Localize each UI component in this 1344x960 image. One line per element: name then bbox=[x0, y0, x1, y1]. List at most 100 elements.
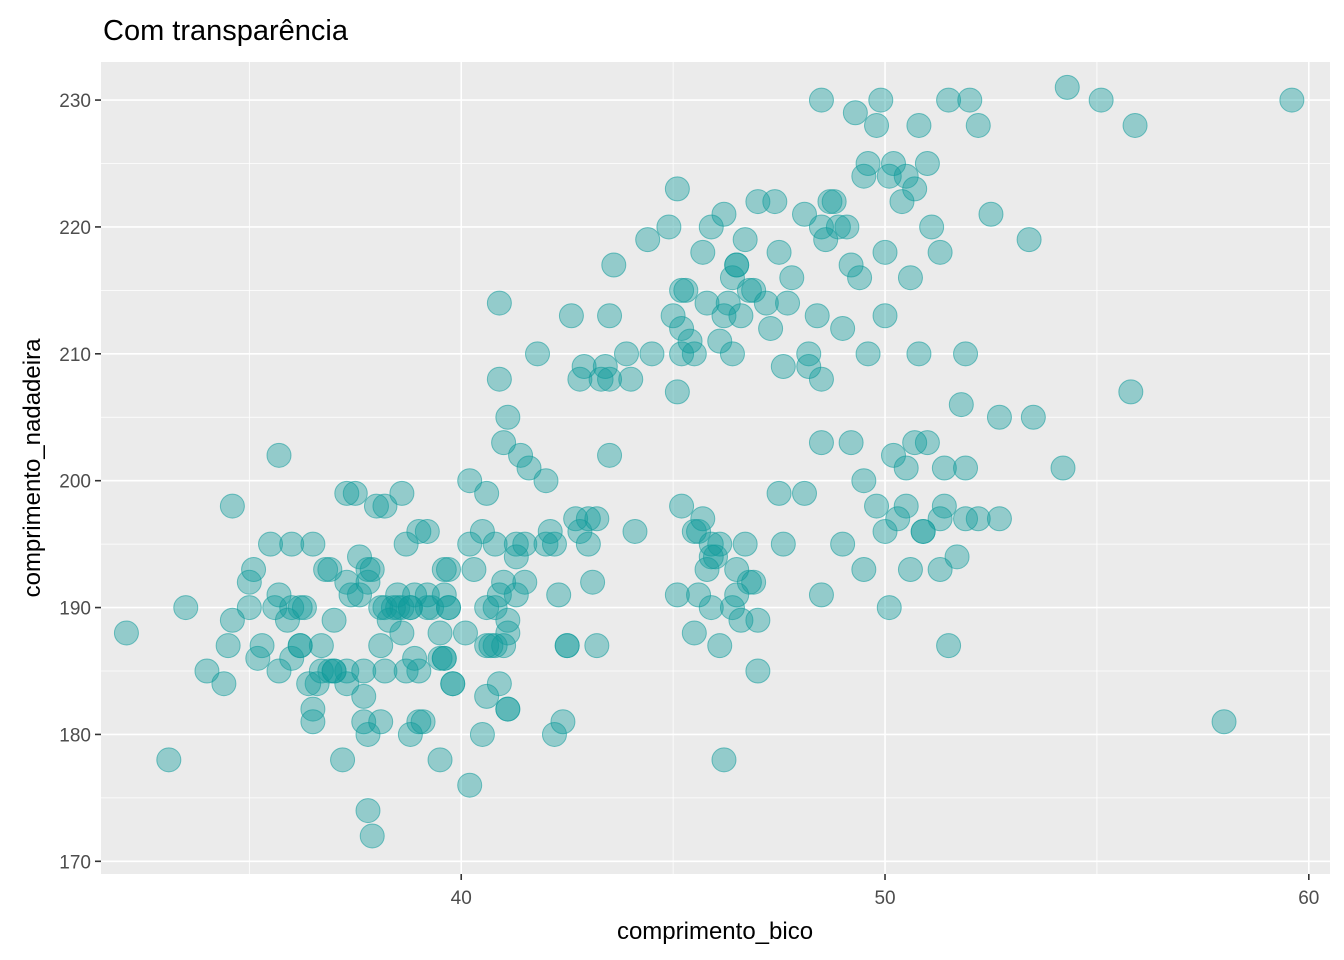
data-point bbox=[855, 341, 881, 367]
data-point bbox=[474, 595, 500, 621]
data-point bbox=[673, 277, 699, 303]
data-point bbox=[719, 341, 745, 367]
data-point bbox=[1118, 379, 1144, 405]
data-point bbox=[635, 227, 661, 253]
data-point bbox=[334, 658, 360, 684]
data-point bbox=[741, 277, 767, 303]
data-point bbox=[575, 531, 601, 557]
data-point bbox=[482, 531, 508, 557]
data-point bbox=[906, 112, 932, 138]
data-point bbox=[711, 747, 737, 773]
data-point bbox=[889, 189, 915, 215]
data-point bbox=[385, 582, 411, 608]
data-point bbox=[355, 721, 381, 747]
data-point bbox=[584, 506, 610, 532]
data-point bbox=[503, 531, 529, 557]
data-point bbox=[580, 569, 606, 595]
data-point bbox=[914, 151, 940, 176]
data-point bbox=[575, 506, 601, 532]
data-point bbox=[351, 683, 377, 709]
data-point bbox=[842, 100, 868, 126]
data-point bbox=[847, 265, 873, 291]
data-point bbox=[279, 595, 305, 621]
data-point bbox=[893, 163, 919, 189]
data-point bbox=[639, 341, 665, 367]
data-point bbox=[893, 455, 919, 481]
x-tick-label: 50 bbox=[874, 888, 895, 909]
data-point bbox=[868, 87, 894, 113]
data-point bbox=[215, 633, 241, 659]
data-point bbox=[902, 176, 928, 202]
grid-minor bbox=[101, 62, 1330, 874]
data-point bbox=[931, 493, 957, 519]
data-point bbox=[766, 239, 792, 265]
data-point bbox=[363, 493, 389, 519]
data-point bbox=[664, 379, 690, 405]
data-point bbox=[469, 518, 495, 544]
data-point bbox=[927, 557, 953, 582]
data-point bbox=[813, 227, 839, 253]
data-point bbox=[431, 557, 457, 582]
data-point bbox=[300, 531, 326, 557]
data-point bbox=[258, 531, 284, 557]
data-point bbox=[558, 303, 584, 329]
data-point bbox=[770, 354, 796, 379]
data-point bbox=[779, 265, 805, 291]
data-point bbox=[622, 518, 648, 544]
data-point bbox=[1088, 87, 1114, 113]
data-point bbox=[927, 239, 953, 265]
data-point bbox=[503, 544, 529, 570]
data-point bbox=[808, 366, 834, 392]
data-point bbox=[474, 683, 500, 709]
data-point bbox=[664, 582, 690, 608]
data-point bbox=[533, 468, 559, 494]
data-point bbox=[681, 620, 707, 646]
data-point bbox=[414, 582, 440, 608]
data-point bbox=[838, 430, 864, 456]
data-point bbox=[491, 569, 517, 595]
y-axis-ticks: 170 180 190 200 210 220 230 bbox=[59, 91, 101, 873]
data-point bbox=[724, 557, 750, 582]
data-point bbox=[486, 671, 512, 697]
data-point bbox=[436, 595, 462, 621]
plot-panel bbox=[101, 62, 1330, 874]
data-point bbox=[732, 531, 758, 557]
data-point bbox=[855, 151, 881, 176]
data-point bbox=[753, 290, 779, 316]
data-point bbox=[308, 633, 334, 659]
data-point bbox=[402, 645, 428, 671]
data-point bbox=[834, 214, 860, 240]
data-point bbox=[897, 557, 923, 582]
data-point bbox=[775, 290, 801, 316]
data-point bbox=[550, 709, 576, 735]
data-point bbox=[219, 493, 245, 519]
data-point bbox=[440, 671, 466, 697]
data-point bbox=[431, 645, 457, 671]
data-point bbox=[296, 671, 322, 697]
data-point bbox=[1054, 74, 1080, 100]
data-point bbox=[249, 633, 275, 659]
data-point bbox=[427, 747, 453, 773]
data-point bbox=[338, 582, 364, 608]
data-point bbox=[715, 290, 741, 316]
data-point bbox=[541, 721, 567, 747]
y-tick-label: 220 bbox=[59, 218, 91, 239]
data-point bbox=[334, 480, 360, 506]
data-point bbox=[864, 493, 890, 519]
data-point bbox=[681, 518, 707, 544]
data-point bbox=[525, 341, 551, 367]
data-point bbox=[173, 595, 199, 621]
data-point bbox=[660, 303, 686, 329]
data-point bbox=[698, 214, 724, 240]
data-point bbox=[512, 569, 538, 595]
data-point bbox=[491, 430, 517, 456]
data-point bbox=[957, 87, 983, 113]
data-point bbox=[266, 658, 292, 684]
data-point bbox=[618, 366, 644, 392]
data-point bbox=[745, 658, 771, 684]
data-point bbox=[355, 798, 381, 824]
data-point bbox=[347, 582, 373, 608]
data-point bbox=[461, 557, 487, 582]
data-point bbox=[698, 531, 724, 557]
y-tick-label: 170 bbox=[59, 852, 91, 873]
